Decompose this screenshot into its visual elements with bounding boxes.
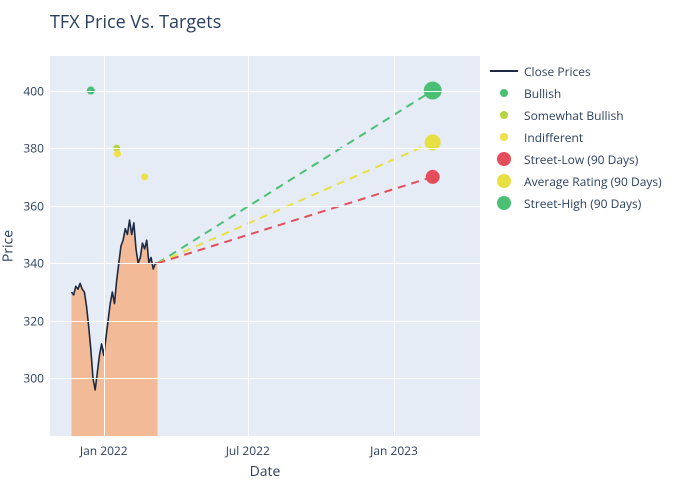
legend-label: Average Rating (90 Days) xyxy=(524,173,662,190)
legend-swatch xyxy=(490,130,518,144)
xtick-label: Jan 2022 xyxy=(80,442,128,459)
gridline-v xyxy=(104,56,105,436)
gridline-h xyxy=(50,321,480,322)
ytick-label: 320 xyxy=(23,312,44,329)
ytick-label: 400 xyxy=(23,82,44,99)
target-line xyxy=(158,91,433,264)
legend-item: Street-High (90 Days) xyxy=(490,194,662,212)
legend-item: Indifferent xyxy=(490,128,662,146)
legend-item: Street-Low (90 Days) xyxy=(490,150,662,168)
chart-title: TFX Price Vs. Targets xyxy=(50,10,221,34)
legend-label: Street-Low (90 Days) xyxy=(524,151,638,168)
gridline-h xyxy=(50,206,480,207)
plot-area: Price Date 300320340360380400Jan 2022Jul… xyxy=(50,56,480,436)
rating-point xyxy=(141,173,148,180)
legend-item: Bullish xyxy=(490,84,662,102)
legend-swatch xyxy=(490,174,518,188)
xtick-label: Jan 2023 xyxy=(370,442,418,459)
gridline-h xyxy=(50,148,480,149)
legend-item: Somewhat Bullish xyxy=(490,106,662,124)
legend-swatch xyxy=(490,108,518,122)
ytick-label: 360 xyxy=(23,197,44,214)
legend-swatch xyxy=(490,152,518,166)
gridline-v xyxy=(248,56,249,436)
legend-swatch xyxy=(490,86,518,100)
legend: Close Prices Bullish Somewhat Bullish Indif… xyxy=(490,62,662,216)
gridline-h xyxy=(50,91,480,92)
rating-point xyxy=(114,150,121,157)
legend-label: Bullish xyxy=(524,85,561,102)
target-marker xyxy=(426,170,440,184)
legend-item: Close Prices xyxy=(490,62,662,80)
target-line xyxy=(158,177,433,263)
legend-swatch xyxy=(490,64,518,78)
ytick-label: 340 xyxy=(23,255,44,272)
gridline-h xyxy=(50,378,480,379)
legend-label: Street-High (90 Days) xyxy=(524,195,641,212)
legend-item: Average Rating (90 Days) xyxy=(490,172,662,190)
xtick-label: Jul 2022 xyxy=(226,442,270,459)
legend-label: Indifferent xyxy=(524,129,583,146)
ytick-label: 300 xyxy=(23,370,44,387)
ytick-label: 380 xyxy=(23,140,44,157)
legend-label: Close Prices xyxy=(524,63,591,80)
gridline-h xyxy=(50,263,480,264)
x-axis-label: Date xyxy=(250,462,281,481)
legend-label: Somewhat Bullish xyxy=(524,107,624,124)
close-price-area xyxy=(72,220,158,436)
target-line xyxy=(158,142,433,263)
gridline-v xyxy=(394,56,395,436)
y-axis-label: Price xyxy=(0,230,18,262)
legend-swatch xyxy=(490,196,518,210)
